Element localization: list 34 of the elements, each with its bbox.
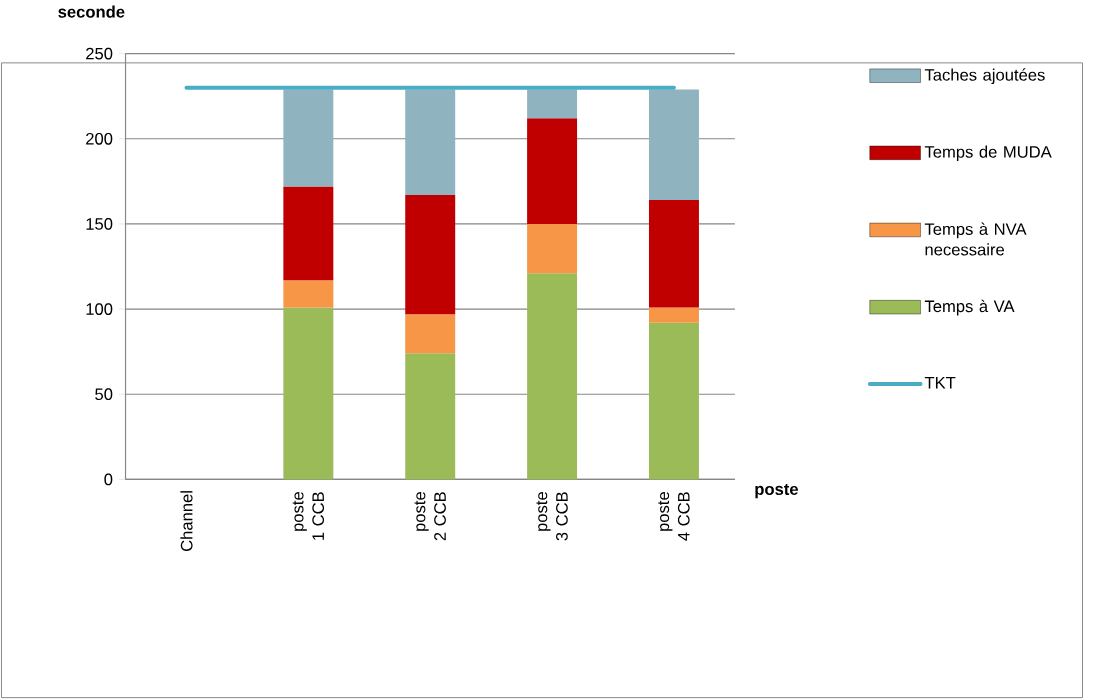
x-tick-label: poste 3 CCB — [536, 492, 568, 541]
legend-label: Temps de MUDA — [924, 145, 1052, 162]
y-tick-label: 200 — [86, 132, 113, 145]
bar — [527, 273, 578, 480]
bar — [405, 314, 456, 354]
legend-label: Temps à NVA necessaire — [924, 222, 1027, 256]
bar — [648, 322, 699, 480]
bar — [283, 307, 334, 480]
bar — [283, 89, 334, 187]
bar — [527, 89, 578, 119]
x-tick-label: poste 4 CCB — [658, 492, 690, 541]
bar — [405, 194, 456, 315]
bar — [405, 89, 456, 195]
y-tick-label: 50 — [95, 388, 113, 401]
bar — [648, 200, 699, 308]
y-tick-label: 150 — [86, 218, 113, 230]
bar — [283, 186, 334, 281]
y-tick-label: 100 — [86, 303, 113, 315]
legend-label: Temps à VA — [924, 299, 1015, 316]
bar — [648, 307, 699, 323]
y-tick-label: 250 — [86, 47, 113, 60]
x-tick-label: poste 1 CCB — [292, 492, 325, 540]
bar — [527, 118, 578, 224]
bar — [648, 89, 699, 201]
x-axis-title: poste — [755, 483, 799, 499]
bar — [283, 280, 334, 308]
bar — [527, 223, 578, 274]
x-tick-label: poste 2 CCB — [414, 492, 446, 541]
y-axis-title: seconde — [58, 5, 125, 18]
legend-label: TKT — [924, 376, 956, 389]
y-tick-label: 0 — [104, 473, 113, 486]
x-tick-label: Channel — [180, 491, 193, 551]
bar — [405, 353, 456, 480]
legend-label: Taches ajoutées — [924, 68, 1045, 84]
